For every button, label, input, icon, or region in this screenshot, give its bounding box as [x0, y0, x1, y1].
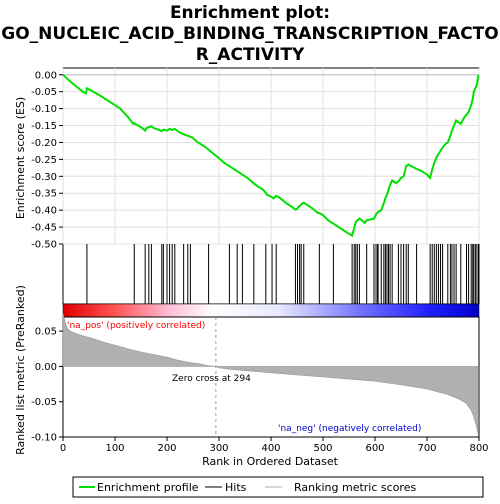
x-tick-label: 200 [157, 443, 176, 454]
x-tick-label: 800 [469, 443, 488, 454]
rank-colorbar [63, 304, 479, 317]
es-y-tick-label: -0.40 [31, 206, 57, 217]
legend-label-hits: Hits [225, 481, 247, 494]
es-y-tick-label: -0.20 [31, 138, 57, 149]
chart-title-line-1: Enrichment plot: [170, 3, 330, 23]
zero-cross-label: Zero cross at 294 [172, 374, 251, 384]
es-y-tick-label: -0.10 [31, 104, 57, 115]
es-y-tick-label: -0.25 [31, 155, 57, 166]
negative-correlation-label: 'na_neg' (negatively correlated) [278, 424, 421, 434]
x-tick-label: 300 [209, 443, 228, 454]
legend-label-ranking: Ranking metric scores [294, 481, 416, 494]
x-tick-label: 700 [417, 443, 436, 454]
es-y-tick-label: -0.15 [31, 121, 57, 132]
metric-y-ticks: 0.05 0.00 -0.05 -0.10 [31, 327, 63, 444]
positive-correlation-label: 'na_pos' (positively correlated) [67, 321, 205, 331]
x-ticks: 0 100 200 300 400 500 600 700 800 [60, 437, 489, 454]
es-y-ticks: 0.00 -0.05 -0.10 -0.15 -0.20 -0.25 -0.30 -0.35 -… [31, 70, 63, 250]
chart-title-line-2: GO_NUCLEIC_ACID_BINDING_TRANSCRIPTION_FA… [1, 24, 498, 44]
legend: Enrichment profile Hits Ranking metric s… [73, 477, 483, 497]
x-tick-label: 600 [365, 443, 384, 454]
chart-title-line-3: R_ACTIVITY [196, 45, 305, 65]
es-y-tick-label: -0.05 [31, 87, 57, 98]
metric-y-axis-label: Ranked list metric (PreRanked) [14, 285, 27, 455]
es-y-axis-label: Enrichment score (ES) [14, 97, 27, 219]
es-y-tick-label: -0.45 [31, 223, 57, 234]
legend-label-enrichment: Enrichment profile [97, 481, 199, 494]
x-tick-label: 400 [261, 443, 280, 454]
x-axis-label: Rank in Ordered Dataset [202, 455, 339, 468]
es-y-tick-label: -0.30 [31, 172, 57, 183]
x-tick-label: 500 [313, 443, 332, 454]
es-y-tick-label: 0.00 [35, 70, 57, 81]
metric-y-tick-label: 0.05 [35, 327, 57, 338]
x-tick-label: 100 [105, 443, 124, 454]
x-tick-label: 0 [60, 443, 66, 454]
metric-y-tick-label: 0.00 [35, 362, 57, 373]
metric-y-tick-label: -0.10 [31, 433, 57, 444]
metric-y-tick-label: -0.05 [31, 397, 57, 408]
es-y-tick-label: -0.35 [31, 189, 57, 200]
es-y-tick-label: -0.50 [31, 240, 57, 251]
